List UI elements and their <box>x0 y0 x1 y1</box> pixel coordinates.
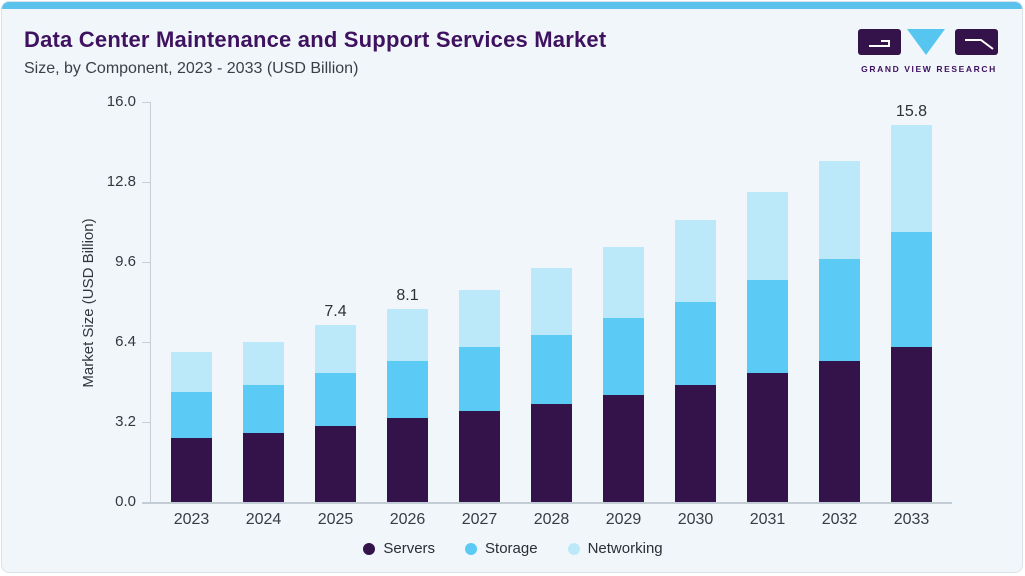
bar-2033-servers <box>891 346 932 502</box>
y-tick-mark <box>142 502 150 503</box>
bar-2032-storage <box>819 258 860 362</box>
bar-2025-networking <box>315 325 356 374</box>
bar-2023-servers <box>171 437 212 502</box>
bar-2027-servers <box>459 411 500 502</box>
x-tick-label: 2032 <box>821 511 858 528</box>
bar-2024-networking <box>243 342 284 386</box>
x-tick-label: 2027 <box>461 511 498 528</box>
bar-total-label: 8.1 <box>396 286 419 304</box>
bar-2027-networking <box>459 289 500 347</box>
bar-total-label: 15.8 <box>895 103 928 120</box>
bar-2033-networking <box>891 125 932 233</box>
bar-2026-networking <box>387 308 428 362</box>
y-tick-label: 9.6 <box>115 253 136 270</box>
bar-total-label: 7.4 <box>324 303 347 321</box>
x-tick-label: 2029 <box>605 511 642 528</box>
y-tick-mark <box>142 342 150 343</box>
x-tick-label: 2024 <box>245 511 282 528</box>
legend-label: Servers <box>383 540 436 557</box>
bar-2031-networking <box>747 191 788 281</box>
bar-2028-networking <box>531 268 572 335</box>
legend-item-networking: Networking <box>567 540 663 557</box>
bar-2031-storage <box>747 280 788 374</box>
x-tick-label: 2030 <box>677 511 714 528</box>
y-tick-label: 6.4 <box>115 333 136 350</box>
gvr-logo-icon <box>858 29 998 55</box>
accent-strip <box>2 2 1022 9</box>
bar-2026-servers <box>387 418 428 502</box>
legend-item-storage: Storage <box>465 540 538 557</box>
bar-2023-storage <box>171 392 212 438</box>
y-tick-mark <box>142 102 150 103</box>
x-tick-label: 2028 <box>533 511 570 528</box>
gvr-logo-text: GRAND VIEW RESEARCH <box>861 64 997 74</box>
bar-2029-storage <box>603 318 644 395</box>
y-tick-mark <box>142 262 150 263</box>
x-tick-label: 2026 <box>389 511 426 528</box>
bar-2030-storage <box>675 301 716 386</box>
y-tick-label: 12.8 <box>106 173 136 190</box>
x-tick-label: 2033 <box>893 511 930 528</box>
gvr-logo: GRAND VIEW RESEARCH <box>855 28 1003 74</box>
bar-2029-servers <box>603 394 644 502</box>
y-tick-label: 3.2 <box>115 413 136 430</box>
bar-2031-servers <box>747 373 788 502</box>
legend-item-servers: Servers <box>363 540 435 557</box>
y-tick-mark <box>142 182 150 183</box>
bar-2026-storage <box>387 361 428 419</box>
y-tick-label: 0.0 <box>115 493 136 510</box>
y-tick-label: 16.0 <box>106 93 136 110</box>
y-axis-line <box>150 102 151 503</box>
bar-2028-storage <box>531 334 572 405</box>
legend-dot-servers <box>363 542 376 555</box>
bar-2024-servers <box>243 432 284 502</box>
bar-2023-networking <box>171 351 212 393</box>
bar-2033-storage <box>891 232 932 347</box>
legend-dot-storage <box>465 542 478 555</box>
x-axis-line <box>142 502 952 504</box>
legend-label: Networking <box>587 540 663 557</box>
bar-2032-networking <box>819 160 860 259</box>
x-tick-label: 2031 <box>749 511 786 528</box>
legend-dot-networking <box>567 542 580 555</box>
chart-legend: Servers Storage Networking <box>2 540 1022 557</box>
bar-2030-networking <box>675 220 716 302</box>
y-axis-title: Market Size (USD Billion) <box>80 218 97 388</box>
y-tick-mark <box>142 422 150 423</box>
x-tick-label: 2023 <box>173 511 210 528</box>
bar-2025-storage <box>315 373 356 426</box>
bar-2027-storage <box>459 346 500 412</box>
bar-2030-servers <box>675 385 716 502</box>
page-title: Data Center Maintenance and Support Serv… <box>24 27 607 52</box>
page-subtitle: Size, by Component, 2023 - 2033 (USD Bil… <box>24 60 359 77</box>
x-tick-label: 2025 <box>317 511 354 528</box>
bar-2028-servers <box>531 404 572 502</box>
bar-2024-storage <box>243 385 284 433</box>
bar-2032-servers <box>819 361 860 502</box>
bar-2025-servers <box>315 425 356 502</box>
legend-label: Storage <box>485 540 538 557</box>
bar-2029-networking <box>603 246 644 319</box>
